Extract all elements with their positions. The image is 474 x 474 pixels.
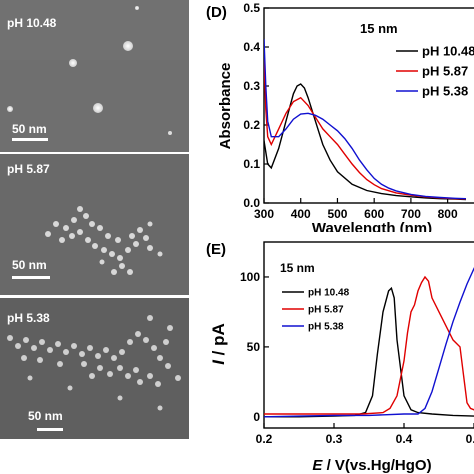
y-tick-label: 100 [240, 270, 260, 284]
sem-label: pH 5.38 [7, 311, 50, 325]
x-tick-label: 400 [291, 207, 311, 221]
x-axis-label: Wavelength (nm) [312, 220, 432, 232]
sem-panel-ph-5-38: pH 5.38 50 nm [0, 298, 189, 439]
plot-frame [263, 241, 474, 429]
nanoparticle [135, 6, 139, 10]
nanoparticle [69, 59, 77, 67]
legend-label: pH 5.87 [422, 64, 468, 79]
nanoparticle [168, 131, 172, 135]
legend-label: pH 5.38 [308, 322, 344, 333]
series-line-0 [264, 286, 474, 418]
x-tick-label: 800 [438, 207, 458, 221]
sem-label: pH 10.48 [7, 16, 57, 30]
x-axis-label: E / V(vs.Hg/HgO) [312, 457, 431, 474]
y-axis-label: Absorbance [217, 63, 234, 150]
series-line-2 [264, 267, 474, 418]
y-tick-label: 0.0 [243, 196, 260, 210]
x-tick-label: 300 [254, 207, 274, 221]
nanoparticle-cluster [7, 315, 181, 411]
sem-texture [0, 0, 189, 152]
x-tick-label: 0.4 [396, 432, 413, 446]
legend-label: pH 10.48 [308, 288, 350, 299]
legend-label: pH 5.38 [422, 84, 468, 99]
nanoparticle-cluster [45, 206, 163, 275]
plot-frame [263, 7, 474, 204]
x-tick-label: 600 [364, 207, 384, 221]
legend-label: pH 5.87 [308, 305, 344, 316]
x-tick-label: 0.5 [466, 432, 474, 446]
series-line-1 [264, 58, 467, 200]
nanoparticle [7, 106, 13, 112]
y-tick-label: 0.1 [243, 157, 260, 171]
y-tick-label: 0.4 [243, 40, 260, 54]
sem-panel-ph-5-87: pH 5.87 50 nm [0, 154, 189, 295]
scale-bar-label: 50 nm [12, 122, 47, 136]
panel-label: (E) [206, 241, 226, 258]
sem-panel-ph-10-48: pH 10.48 50 nm [0, 0, 189, 152]
x-tick-label: 700 [401, 207, 421, 221]
x-tick-label: 500 [327, 207, 347, 221]
y-axis-label: I / pA [209, 323, 228, 365]
series-line-2 [264, 39, 467, 200]
scale-bar-label: 50 nm [12, 258, 47, 272]
legend-label: pH 10.48 [422, 44, 474, 59]
nanoparticle [93, 103, 103, 113]
x-tick-label: 0.2 [256, 432, 273, 446]
x-tick-label: 0.3 [326, 432, 343, 446]
y-tick-label: 0.2 [243, 118, 260, 132]
series-line-1 [264, 275, 474, 415]
y-tick-label: 0.5 [243, 1, 260, 15]
scale-bar [12, 138, 48, 141]
scale-bar-label: 50 nm [28, 409, 63, 423]
sem-texture [0, 298, 189, 439]
y-tick-label: 50 [247, 340, 261, 354]
chart-e-current: 0.2 0.3 0.4 0.5 0 50 100 (E) 15 nm pH 10.48 pH 5.8… [206, 241, 474, 474]
panel-label: (D) [206, 4, 227, 21]
series-line-0 [264, 83, 467, 201]
nanoparticle [123, 41, 133, 51]
annotation-label: 15 nm [280, 261, 315, 275]
annotation-label: 15 nm [360, 21, 398, 36]
chart-d-absorbance: 300 400 500 600 700 800 0.0 0.1 0.2 0.3 0.4 0.5 (D) 1… [206, 1, 474, 232]
sem-label: pH 5.87 [7, 162, 50, 176]
sem-texture [0, 154, 189, 295]
y-tick-label: 0 [253, 410, 260, 424]
y-tick-label: 0.3 [243, 79, 260, 93]
scale-bar [37, 428, 63, 431]
scale-bar [12, 276, 50, 279]
